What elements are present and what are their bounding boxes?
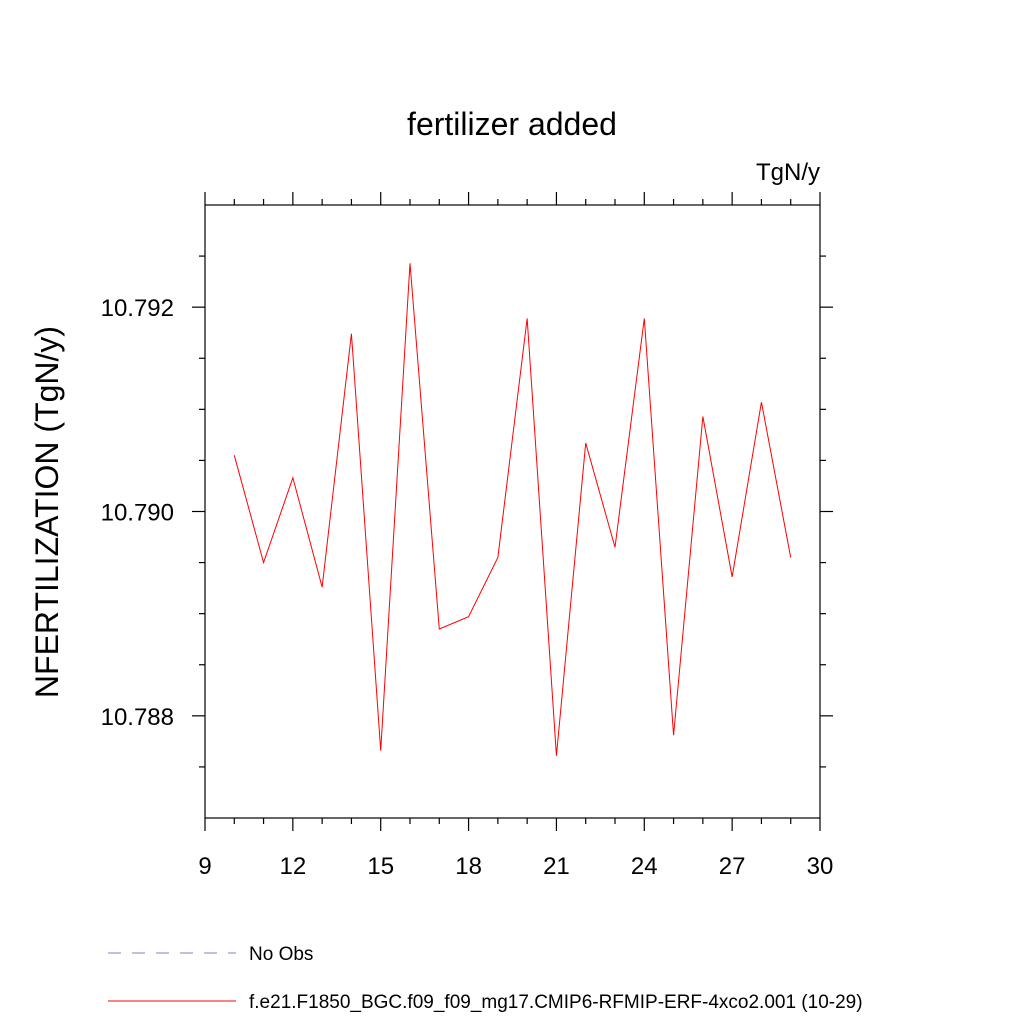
series-line [233, 263, 792, 756]
x-tick-label: 12 [280, 853, 307, 880]
x-tick-label: 24 [631, 853, 658, 880]
x-tick-label: 21 [543, 853, 570, 880]
y-tick-label: 10.788 [101, 704, 174, 731]
legend-label-no-obs: No Obs [249, 944, 313, 965]
units-label: TgN/y [756, 159, 820, 186]
y-tick-labels: 10.788 10.790 10.792 [101, 295, 174, 731]
x-tick-label: 9 [198, 853, 211, 880]
legend-label-series: f.e21.F1850_BGC.f09_f09_mg17.CMIP6-RFMIP… [249, 992, 863, 1013]
x-tick-label: 15 [367, 853, 394, 880]
legend: No Obs f.e21.F1850_BGC.f09_f09_mg17.CMIP… [108, 944, 863, 1013]
y-tick-label: 10.792 [101, 295, 174, 322]
x-tick-label: 18 [455, 853, 482, 880]
x-tick-label: 30 [807, 853, 834, 880]
axis-ticks [192, 192, 833, 831]
x-tick-label: 27 [719, 853, 746, 880]
x-tick-labels: 9 12 15 18 21 24 27 30 [198, 853, 833, 880]
plot-frame [204, 204, 821, 819]
chart-title: fertilizer added [407, 106, 617, 142]
y-tick-label: 10.790 [101, 500, 174, 527]
series-group [233, 263, 792, 756]
y-axis-label: NFERTILIZATION (TgN/y) [29, 326, 65, 698]
